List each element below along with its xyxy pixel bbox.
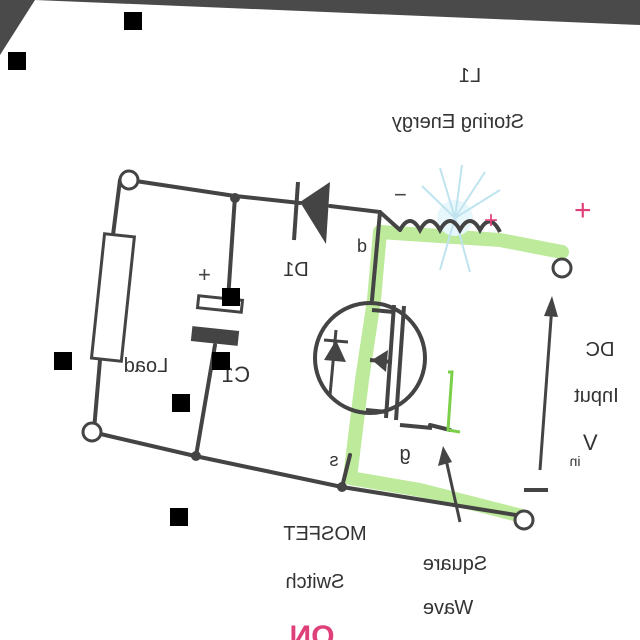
artifact-square bbox=[172, 394, 190, 412]
diode-name-label: D1 bbox=[283, 259, 309, 281]
pin-s-label: s bbox=[330, 450, 339, 470]
dc-minus-sign bbox=[524, 488, 548, 492]
mosfet-line1-label: MOSFET bbox=[283, 523, 366, 545]
square-wave-arrow bbox=[443, 454, 462, 523]
on-label: ON bbox=[290, 620, 335, 640]
square-line2-label: Wave bbox=[423, 597, 473, 619]
mosfet-line2-label: Switch bbox=[286, 571, 345, 593]
square-arrow-head bbox=[438, 446, 452, 466]
artifact-square bbox=[222, 288, 240, 306]
load-resistor bbox=[89, 232, 137, 363]
terminal-dc-negative bbox=[513, 509, 535, 531]
dc-voltage-arrow bbox=[538, 304, 554, 471]
square-line1-label: Square bbox=[423, 553, 488, 575]
junction-dot bbox=[191, 451, 201, 461]
terminal-top-left bbox=[118, 169, 140, 191]
terminal-dc-positive bbox=[551, 257, 573, 279]
artifact-square bbox=[8, 52, 26, 70]
inductor-plus-sign: + bbox=[484, 207, 498, 234]
junction-dot bbox=[337, 482, 347, 492]
inductor-coil bbox=[398, 219, 502, 235]
dc-plus-sign: + bbox=[574, 194, 592, 227]
dc-subscript-label: in bbox=[570, 453, 581, 469]
junction-dot bbox=[230, 193, 240, 203]
pin-d-label: d bbox=[357, 236, 367, 256]
mosfet-symbol bbox=[313, 301, 433, 430]
dc-line1-label: DC bbox=[586, 339, 615, 361]
dc-line3-label: V bbox=[583, 430, 598, 455]
artifact-square bbox=[124, 12, 142, 30]
inductor-desc-label: Storing Energy bbox=[392, 111, 524, 133]
load-label: Load bbox=[124, 355, 169, 377]
diode-bar bbox=[292, 181, 300, 241]
diode-triangle bbox=[300, 182, 330, 244]
artifact-square bbox=[170, 508, 188, 526]
inductor-minus-sign: − bbox=[394, 182, 407, 207]
artifact-square bbox=[212, 352, 230, 370]
terminal-bottom-left bbox=[81, 421, 103, 443]
square-wave-icon bbox=[446, 370, 461, 434]
capacitor-plus-sign: + bbox=[198, 262, 211, 287]
artifact-square bbox=[54, 352, 72, 370]
capacitor-plate-bottom bbox=[190, 326, 240, 346]
dc-line2-label: Input bbox=[574, 385, 619, 407]
pin-g-label: g bbox=[399, 443, 410, 465]
inductor-name-label: L1 bbox=[459, 65, 481, 87]
dc-arrow-head bbox=[544, 296, 558, 317]
